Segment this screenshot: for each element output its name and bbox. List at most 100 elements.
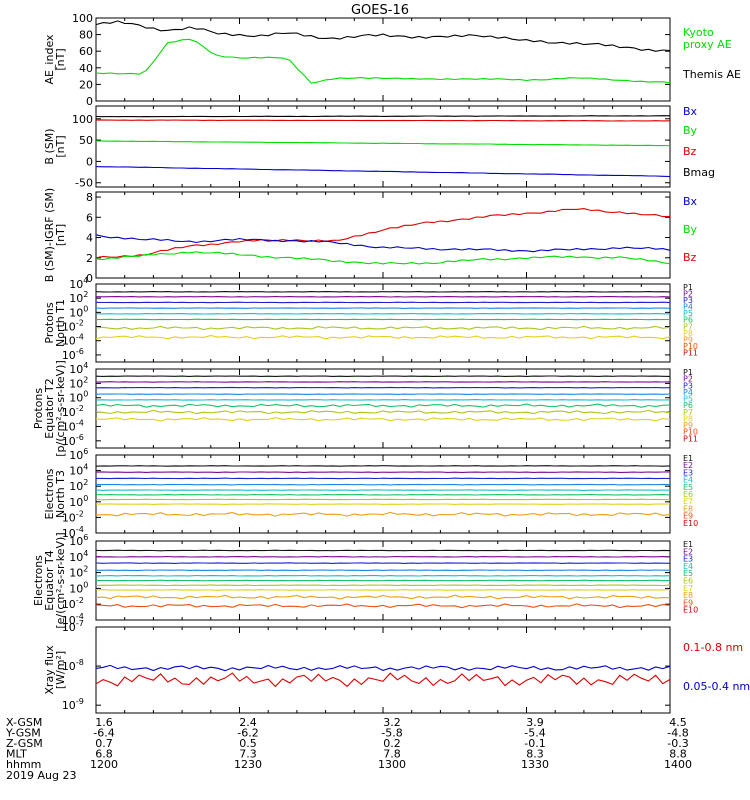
y-tick-label: 0 [86, 155, 93, 168]
y-tick-label: 100 [69, 304, 88, 319]
series-line-e10 [95, 603, 671, 609]
series-label: P7 [683, 322, 693, 331]
y-axis-label: Protons [32, 388, 45, 429]
series-label: E1 [683, 540, 693, 549]
series-line-e9 [95, 594, 671, 600]
orbit-value: 1300 [378, 758, 406, 771]
series-label: P6 [683, 401, 693, 410]
y-tick-exponent: -2 [76, 319, 84, 328]
panel-bigrf: 8 6 4 2 0 B (SM)-IGRF (SM)[nT] Bx By Bz [43, 188, 698, 285]
orbit-row-label: Z-GSM [6, 737, 43, 750]
series-line-e1 [95, 549, 671, 552]
series-line-p8 [95, 334, 671, 340]
y-tick-label: 0 [86, 272, 93, 285]
series-line-bx [95, 166, 671, 178]
y-tick-exponent: 4 [83, 361, 88, 370]
series-line-p3 [95, 301, 671, 304]
y-tick-exponent: 2 [83, 290, 88, 299]
orbit-value: 1200 [90, 758, 118, 771]
series-line-e9 [95, 511, 671, 517]
panel-frame [95, 368, 671, 449]
y-axis-label: [e/(cm²-s-sr-keV)] [54, 532, 67, 628]
y-tick-exponent: -6 [76, 433, 84, 442]
series-label: Bmag [683, 166, 715, 179]
y-tick-label: 10-7 [62, 619, 84, 634]
series-line-p6 [95, 318, 671, 321]
series-label: P5 [683, 309, 693, 318]
series-label: P4 [683, 388, 693, 397]
series-line-0-1-0-8-nm [95, 672, 671, 688]
y-tick-exponent: 6 [83, 533, 88, 542]
y-tick-label: 2 [86, 252, 93, 265]
series-label: P7 [683, 408, 693, 417]
series-label: Kyoto [683, 26, 714, 39]
y-tick-exponent: -4 [76, 418, 84, 427]
orbit-value: 0.2 [383, 737, 401, 750]
y-axis-label: Electrons [43, 468, 56, 519]
series-label: P8 [683, 329, 693, 338]
series-label: P10 [683, 342, 698, 351]
y-tick-exponent: -8 [76, 658, 84, 667]
series-line-p2 [95, 295, 671, 298]
y-tick-exponent: -7 [76, 619, 84, 628]
orbit-value: 8.3 [526, 748, 544, 761]
series-label: P6 [683, 316, 693, 325]
series-label: E9 [683, 598, 693, 607]
y-axis-label: North T1 [54, 299, 67, 347]
series-group [95, 664, 671, 688]
series-group [95, 208, 671, 265]
y-tick-label: 104 [69, 463, 88, 478]
y-tick-label: 20 [79, 78, 93, 91]
y-tick-label: 104 [69, 276, 88, 291]
orbit-value: -6.2 [237, 727, 258, 740]
series-label: P11 [683, 348, 698, 357]
y-axis-label: [W/m²] [54, 651, 67, 689]
orbit-table: X-GSM 1.6 2.4 3.2 3.9 4.5 Y-GSM -6.4 -6.2 -5.8 -5.… [5, 716, 692, 782]
y-tick-exponent: -6 [76, 347, 84, 356]
series-group [95, 549, 671, 609]
series-line-p8 [95, 417, 671, 422]
series-label: 0.1-0.8 nm [683, 641, 743, 654]
series-line-p2 [95, 381, 671, 383]
series-label: E1 [683, 454, 693, 463]
y-axis-label: Xray flux [43, 645, 56, 695]
series-line-p4 [95, 393, 671, 395]
series-line-p5 [95, 312, 670, 315]
y-tick-exponent: -4 [76, 612, 84, 621]
y-tick-label: 60 [79, 45, 93, 58]
plot-date: 2019 Aug 23 [6, 769, 76, 782]
orbit-value: 7.8 [383, 748, 401, 761]
series-label: P2 [683, 375, 693, 384]
series-label: E10 [683, 606, 698, 615]
y-tick-label: 100 [69, 494, 88, 509]
orbit-value: 1400 [664, 758, 692, 771]
orbit-value: 3.2 [383, 716, 401, 729]
orbit-value: 1.6 [95, 716, 113, 729]
series-label: Bz [683, 145, 697, 158]
y-tick-exponent: 2 [83, 478, 88, 487]
y-tick-label: 40 [79, 62, 93, 75]
y-tick-exponent: -4 [76, 525, 84, 534]
y-tick-exponent: 4 [83, 549, 88, 558]
series-line-bmag [95, 115, 671, 118]
y-axis-label: North T3 [54, 470, 67, 518]
orbit-value: 4.5 [669, 716, 687, 729]
y-tick-label: 6 [86, 211, 93, 224]
y-tick-exponent: 6 [83, 447, 88, 456]
orbit-value: 0.7 [95, 737, 113, 750]
series-line-e2 [95, 471, 671, 473]
panel-frame [95, 191, 671, 279]
series-line-e3 [95, 562, 671, 564]
series-line-p7 [95, 409, 671, 415]
y-tick-exponent: 0 [83, 390, 88, 399]
orbit-row-label: hhmm [6, 758, 41, 771]
series-line-bx [95, 234, 671, 253]
orbit-value: -5.4 [524, 727, 545, 740]
y-tick-label: 102 [69, 290, 88, 305]
series-label: By [683, 223, 698, 236]
series-group [95, 465, 671, 517]
